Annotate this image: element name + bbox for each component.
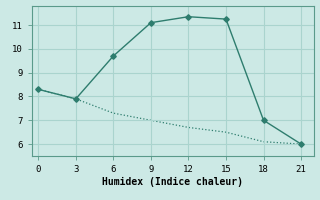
X-axis label: Humidex (Indice chaleur): Humidex (Indice chaleur) (102, 177, 243, 187)
